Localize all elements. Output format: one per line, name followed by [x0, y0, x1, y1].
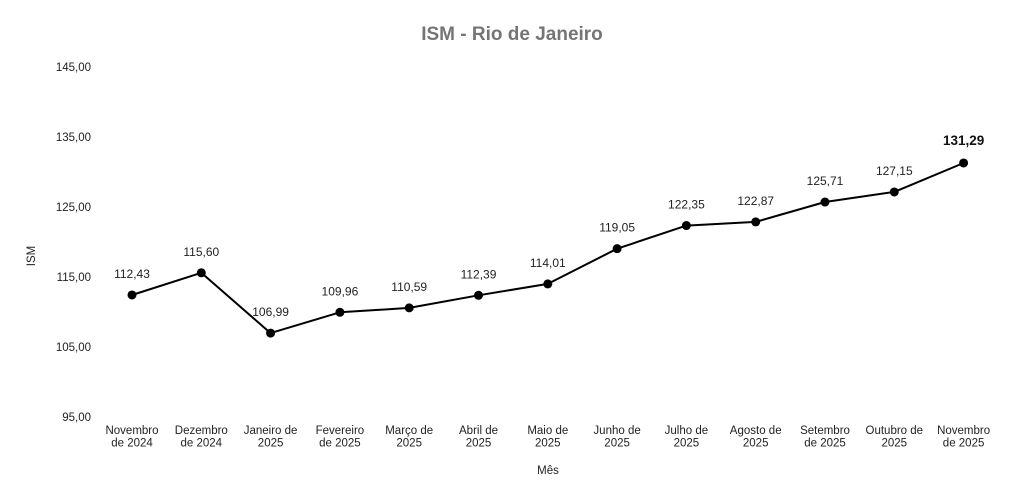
x-axis-label: Mês	[537, 465, 559, 477]
x-tick-label: Novembro de 2025	[937, 425, 990, 450]
x-tick-label: Novembro de 2024	[105, 425, 158, 450]
x-tick-label: Dezembro de 2024	[175, 425, 228, 450]
data-point	[820, 197, 830, 207]
x-tick-label: Setembro de 2025	[800, 425, 850, 450]
data-label: 110,59	[391, 280, 427, 294]
x-tick-label: Maio de 2025	[527, 425, 568, 450]
data-point	[335, 307, 345, 317]
data-point	[959, 158, 969, 168]
data-point	[751, 217, 761, 227]
y-tick-label: 105,00	[56, 342, 91, 354]
y-axis-label: ISM	[26, 246, 38, 266]
data-label: 127,15	[876, 164, 913, 178]
data-point	[612, 244, 622, 254]
y-tick-label: 115,00	[57, 272, 91, 284]
x-tick-label: Abril de 2025	[459, 425, 498, 450]
data-point	[127, 290, 137, 300]
x-tick-label: Fevereiro de 2025	[316, 425, 365, 450]
data-point	[474, 290, 483, 300]
data-point	[543, 279, 553, 289]
x-tick-label: Janeiro de 2025	[244, 425, 298, 450]
y-tick-label: 145,00	[56, 62, 91, 74]
data-label: 125,71	[807, 174, 844, 188]
data-point	[196, 268, 206, 278]
y-tick-label: 95,00	[62, 412, 91, 424]
x-tick-label: Julho de 2025	[665, 425, 708, 450]
data-label: 106,99	[252, 305, 289, 319]
y-axis-ticks: 145,00 135,00 125,00 115,00 105,00 95,00	[56, 62, 91, 424]
data-point	[681, 221, 691, 231]
data-label: 115,60	[183, 245, 219, 259]
x-axis-ticks: Novembro de 2024 Dezembro de 2024 Janeiro de…	[105, 425, 990, 450]
data-label: 112,43	[114, 267, 150, 281]
data-label: 122,87	[737, 194, 774, 208]
x-tick-label: Março de 2025	[385, 425, 433, 450]
data-label: 122,35	[668, 198, 705, 212]
data-point	[266, 328, 276, 338]
y-tick-label: 125,00	[56, 202, 91, 214]
data-label: 119,05	[599, 221, 635, 235]
data-point	[889, 187, 899, 197]
x-tick-label: Outubro de 2025	[866, 425, 924, 450]
x-tick-label: Agosto de 2025	[730, 425, 782, 450]
data-label: 131,29	[943, 133, 984, 148]
data-label: 109,96	[322, 284, 359, 298]
data-label: 114,01	[530, 256, 566, 270]
data-label: 112,39	[461, 267, 497, 281]
chart-title: ISM - Rio de Janeiro	[421, 24, 603, 45]
data-point	[404, 303, 414, 313]
series-group: 112,43 115,60 106,99 109,96 110,59 112,39 114,…	[114, 133, 984, 338]
y-tick-label: 135,00	[56, 132, 91, 144]
x-tick-label: Junho de 2025	[593, 425, 640, 450]
